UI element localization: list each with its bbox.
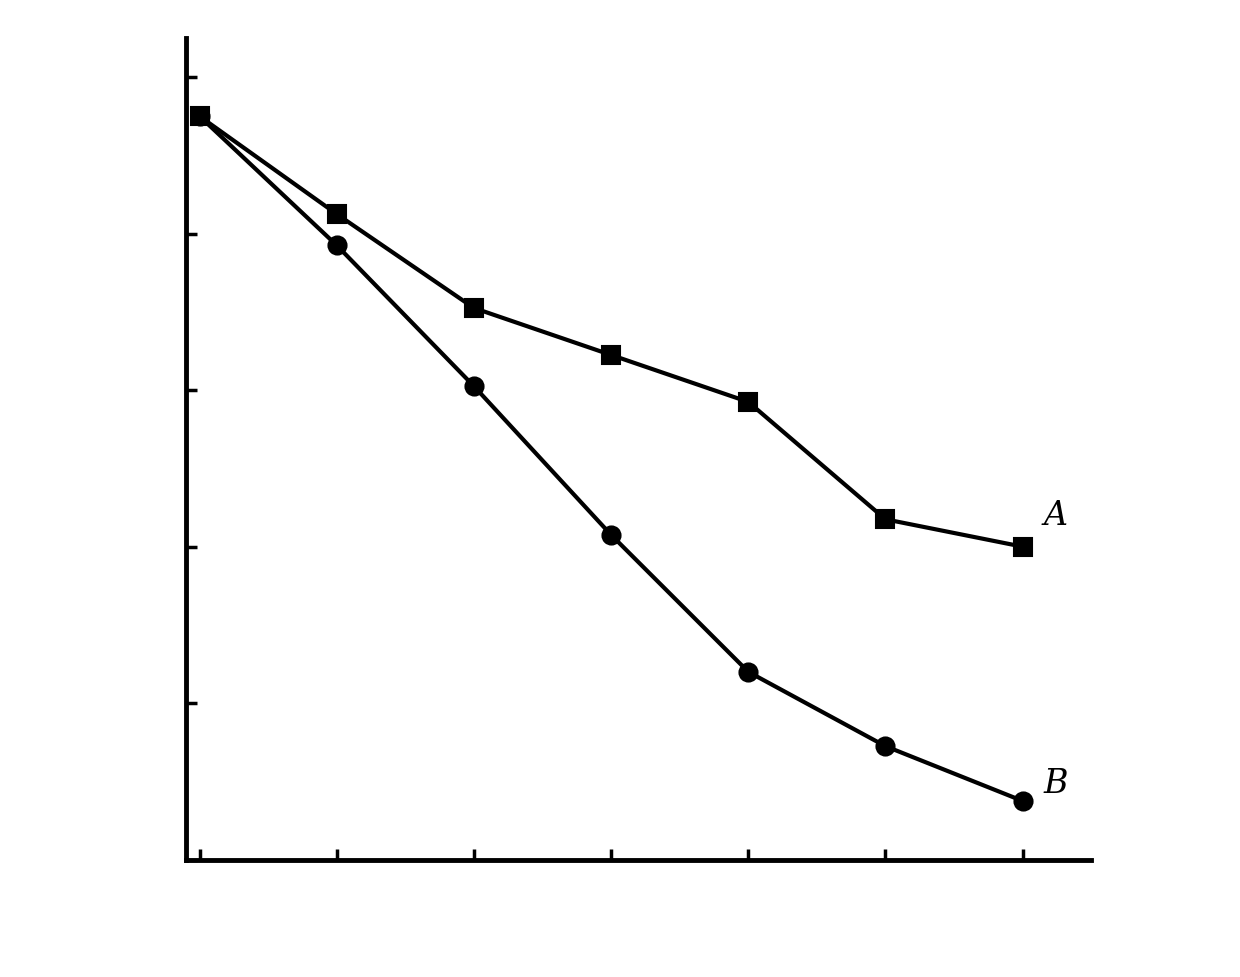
Text: B: B [1043,767,1068,799]
Text: A: A [1043,500,1068,531]
